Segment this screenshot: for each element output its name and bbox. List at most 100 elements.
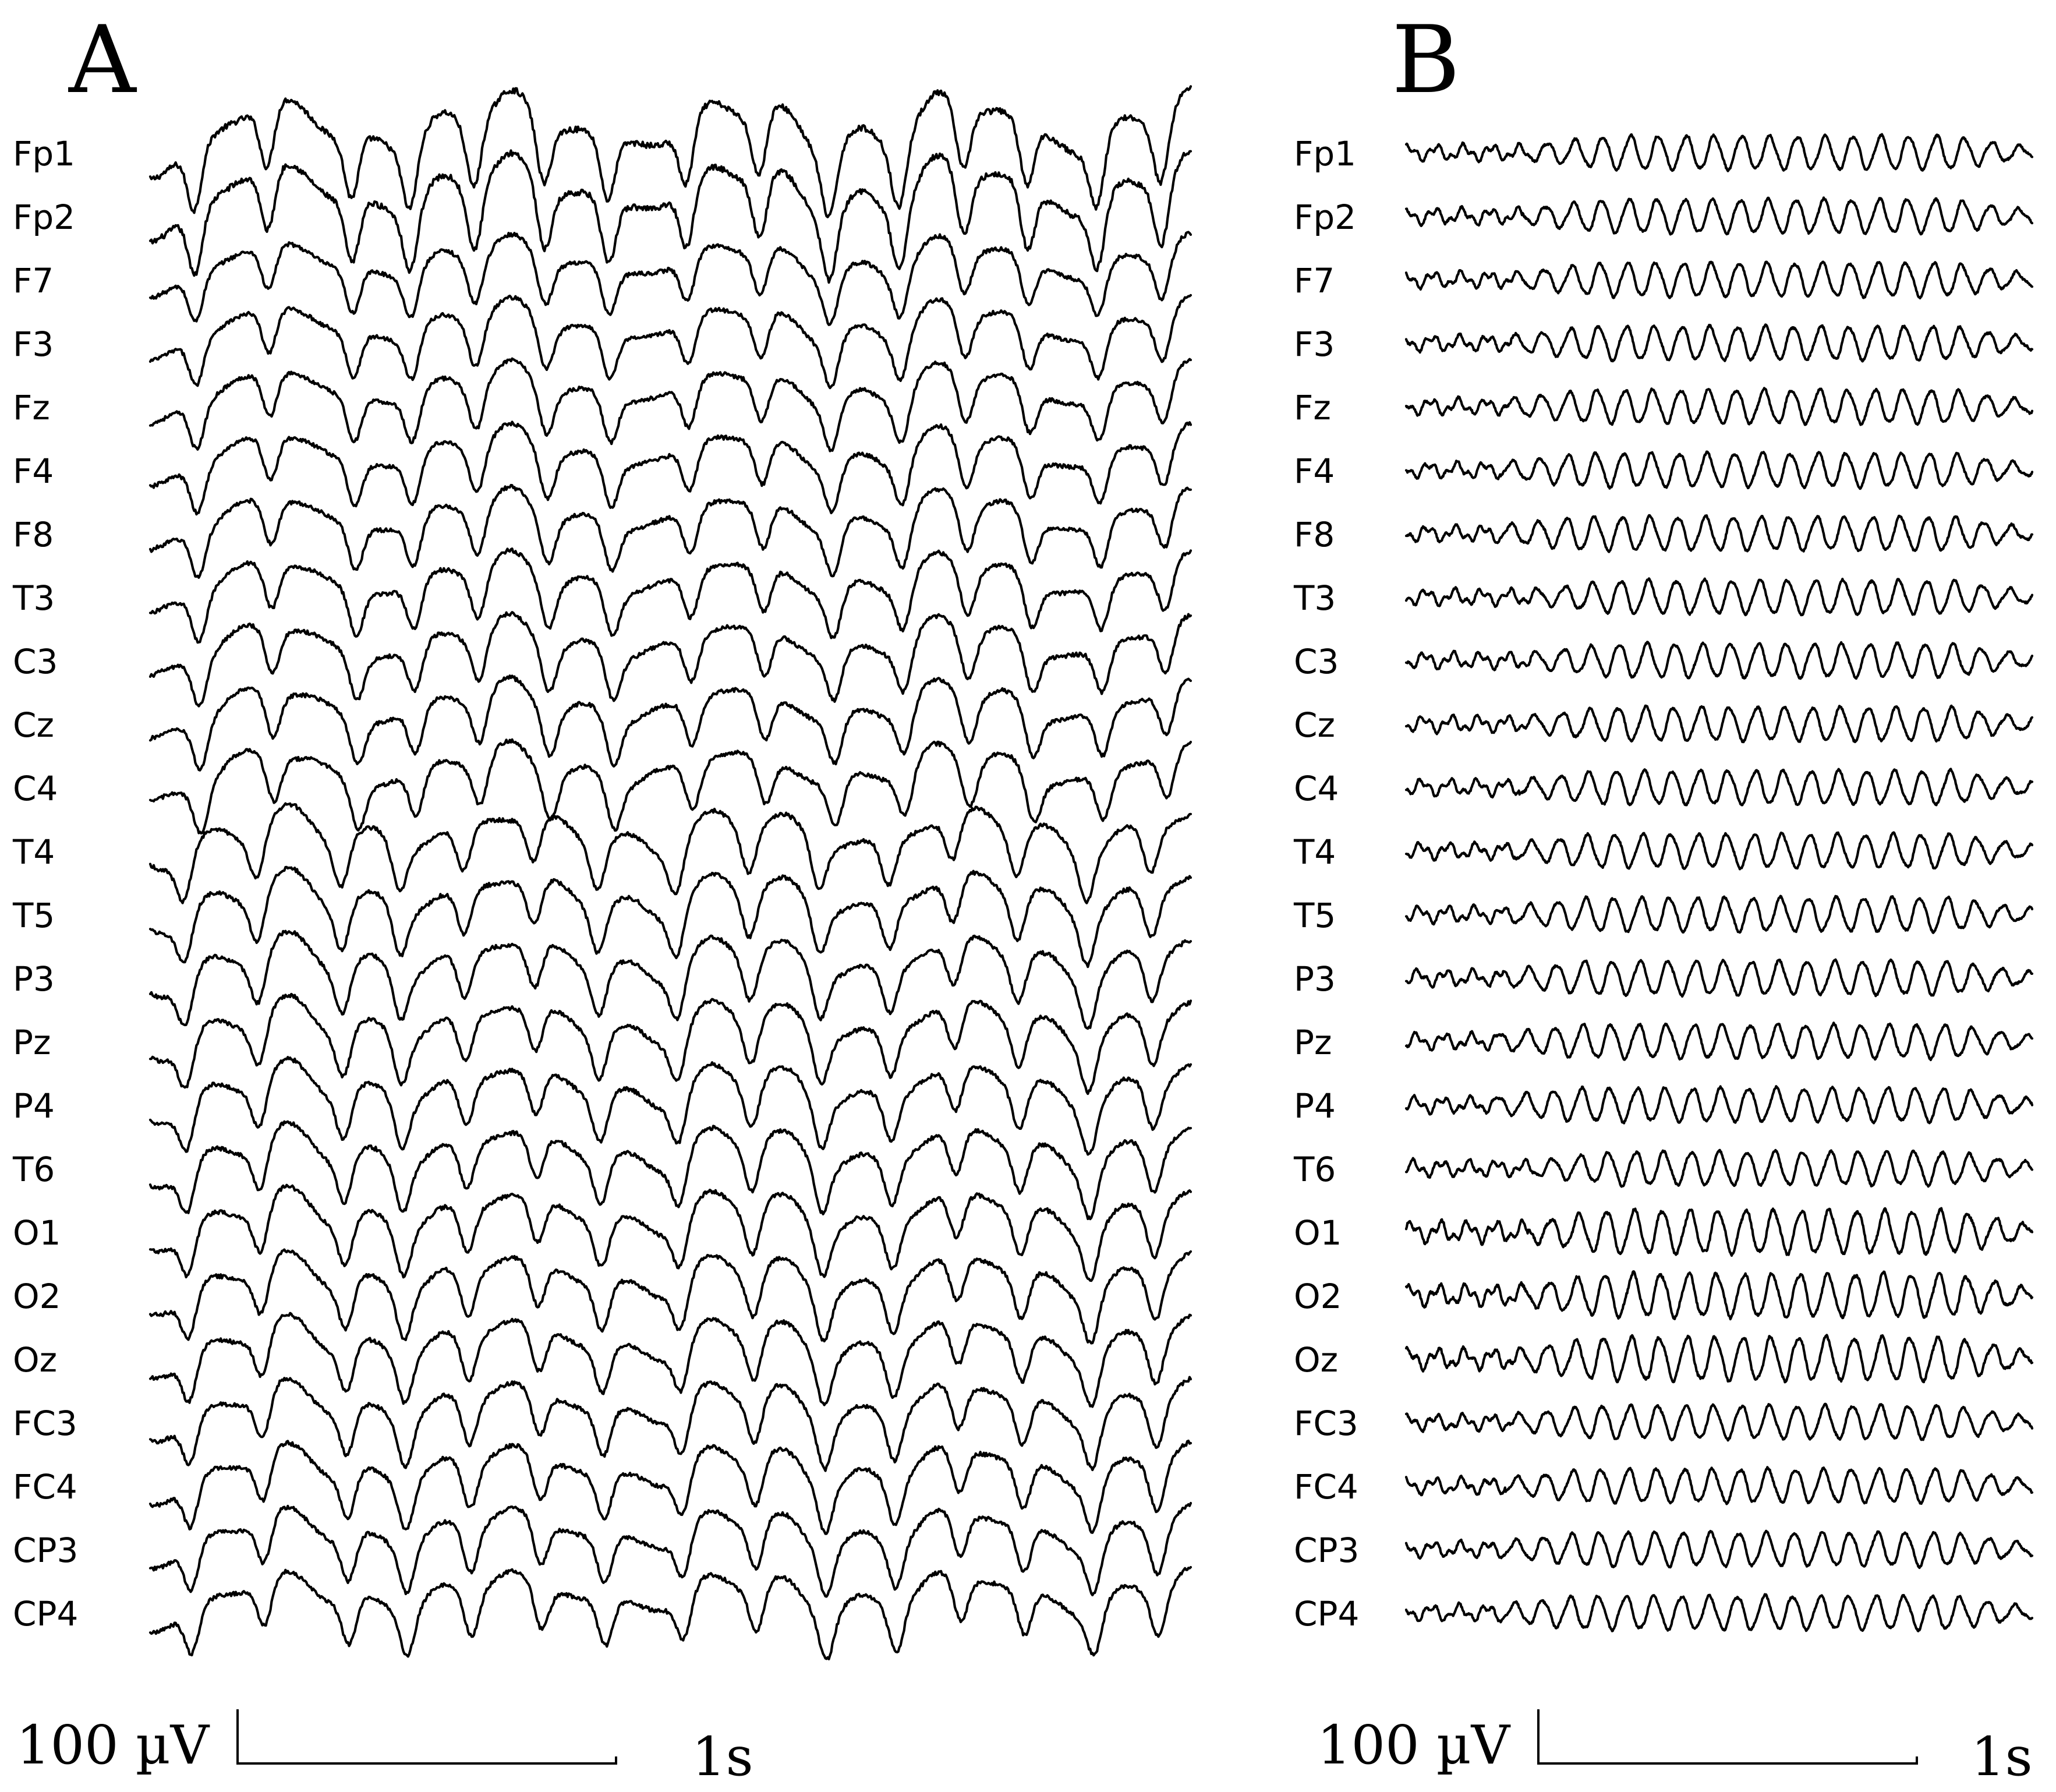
panel-b-label-pz: Pz [1294,1023,1332,1062]
panel-b-trace-p3 [1404,958,2034,998]
panel-a-trace-f7 [148,231,1192,326]
panel-a-label-t3: T3 [12,578,55,618]
panel-b-channel-labels: Fp1 Fp2 F7 F3 Fz F4 F8 T3 C3 Cz C4 T4 T5 P3 Pz P4 T6 O1 O2… [1293,134,1359,1634]
panel-a-trace-t3 [148,547,1192,644]
panel-b-traces [1404,133,2034,1632]
panel-b-label-t3: T3 [1293,578,1336,618]
panel-b-label-cp4: CP4 [1294,1594,1359,1634]
panel-b-label-f7: F7 [1294,261,1335,301]
panel-a-scale-bracket [236,1709,617,1765]
panel-b-label-fz: Fz [1294,388,1331,427]
panel-b-label-f3: F3 [1294,324,1335,364]
panel-a-trace-t6 [148,1120,1192,1221]
panel-b-label-fp2: Fp2 [1294,197,1356,237]
panel-a-traces [148,85,1192,1660]
panel-b-trace-fc4 [1404,1466,2034,1505]
panel-a-scale-bar: 100 µV 1s [16,1709,753,1788]
panel-a-trace-cp4 [148,1565,1192,1660]
panel-b-label-fc4: FC4 [1294,1467,1358,1507]
panel-b-trace-fp2 [1404,196,2034,236]
panel-a-trace-p3 [148,929,1192,1030]
panel-a-label-p3: P3 [13,959,55,999]
panel-b-trace-f3 [1404,323,2034,363]
panel-a-trace-fp2 [148,149,1192,284]
panel-b-trace-t3 [1404,577,2034,617]
panel-b: B Fp1 Fp2 F7 F3 Fz F4 F8 T3 C3 Cz C4 T4 T5 P3 Pz P4 T6 O1… [1293,5,2034,1788]
panel-a-label-o1: O1 [13,1213,61,1253]
panel-b-label-o1: O1 [1294,1213,1342,1253]
panel-b-trace-t6 [1404,1148,2034,1188]
panel-a-trace-o1 [148,1183,1192,1282]
panel-a-label-cp3: CP3 [13,1531,78,1570]
panel-a-amplitude-label: 100 µV [16,1714,210,1776]
panel-a-trace-fc3 [148,1376,1192,1472]
panel-b-trace-t5 [1404,895,2034,934]
panel-a-trace-o2 [148,1248,1192,1345]
panel-a-label-fc4: FC4 [13,1467,77,1507]
panel-b-trace-p4 [1404,1085,2034,1125]
panel-a-label-cz: Cz [13,705,54,745]
panel-a-label-t6: T6 [12,1150,55,1189]
panel-a-label-t5: T5 [12,896,55,935]
panel-b-trace-o2 [1404,1270,2034,1321]
panel-b-trace-oz [1404,1334,2034,1384]
panel-a-label-fc3: FC3 [13,1404,77,1443]
panel-b-label-t6: T6 [1293,1150,1336,1189]
panel-a-label-f7: F7 [13,261,54,301]
panel-a-trace-t4 [148,802,1192,904]
panel-a-label-oz: Oz [13,1340,57,1380]
panel-b-trace-cz [1404,704,2034,744]
panel-b-label-t4: T4 [1293,832,1336,872]
panel-a-label-c3: C3 [13,642,58,681]
panel-b-label-oz: Oz [1294,1340,1338,1380]
panel-b-time-label: 1s [1971,1726,2033,1788]
panel-a-trace-fp1 [148,85,1192,218]
panel-b-label-f8: F8 [1294,515,1335,554]
panel-a-trace-fc4 [148,1439,1192,1535]
panel-b-label-f4: F4 [1294,451,1335,491]
panel-b-label-t5: T5 [1293,896,1336,935]
panel-a-trace-pz [148,992,1192,1095]
panel-b-label-fp1: Fp1 [1294,134,1356,174]
panel-a-letter: A [68,5,137,114]
panel-b-trace-fc3 [1404,1402,2034,1442]
panel-a-trace-cz [148,674,1192,772]
panel-b-trace-c3 [1404,641,2034,680]
panel-b-label-cz: Cz [1294,705,1335,745]
panel-a-trace-f8 [148,483,1192,579]
panel-a: A Fp1 Fp2 F7 F3 Fz F4 F8 T3 C3 Cz C4 T4 T5 P3 Pz P4 T6 O1… [12,5,1192,1788]
panel-a-trace-t5 [148,865,1192,969]
panel-b-trace-o1 [1404,1207,2034,1257]
panel-a-label-cp4: CP4 [13,1594,78,1634]
panel-b-trace-pz [1404,1022,2034,1062]
panel-b-scale-bracket [1537,1709,1918,1765]
panel-b-trace-fp1 [1404,133,2034,172]
panel-b-label-fc3: FC3 [1294,1404,1358,1443]
panel-a-trace-fz [148,357,1192,453]
panel-a-trace-p4 [148,1056,1192,1156]
panel-b-trace-c4 [1404,768,2034,807]
panel-a-trace-cp3 [148,1501,1192,1598]
panel-b-trace-f8 [1404,514,2034,553]
panel-a-label-fz: Fz [13,388,50,427]
panel-a-trace-f3 [148,294,1192,390]
panel-a-label-t4: T4 [12,832,55,872]
panel-a-label-o2: O2 [13,1277,61,1316]
panel-a-label-p4: P4 [13,1086,55,1126]
panel-a-trace-f4 [148,420,1192,516]
panel-a-label-fp2: Fp2 [13,197,75,237]
panel-a-label-pz: Pz [13,1023,51,1062]
panel-b-label-o2: O2 [1294,1277,1342,1316]
panel-a-label-fp1: Fp1 [13,134,75,174]
panel-b-scale-bar: 100 µV 1s [1317,1709,2033,1788]
panel-a-trace-c3 [148,611,1192,708]
panel-a-trace-c4 [148,738,1192,835]
panel-a-trace-oz [148,1312,1192,1408]
panel-b-trace-cp4 [1404,1593,2034,1632]
panel-b-trace-f4 [1404,450,2034,490]
panel-a-label-f4: F4 [13,451,54,491]
panel-a-time-label: 1s [692,1726,753,1788]
panel-a-label-c4: C4 [13,769,58,808]
panel-b-trace-fz [1404,387,2034,426]
